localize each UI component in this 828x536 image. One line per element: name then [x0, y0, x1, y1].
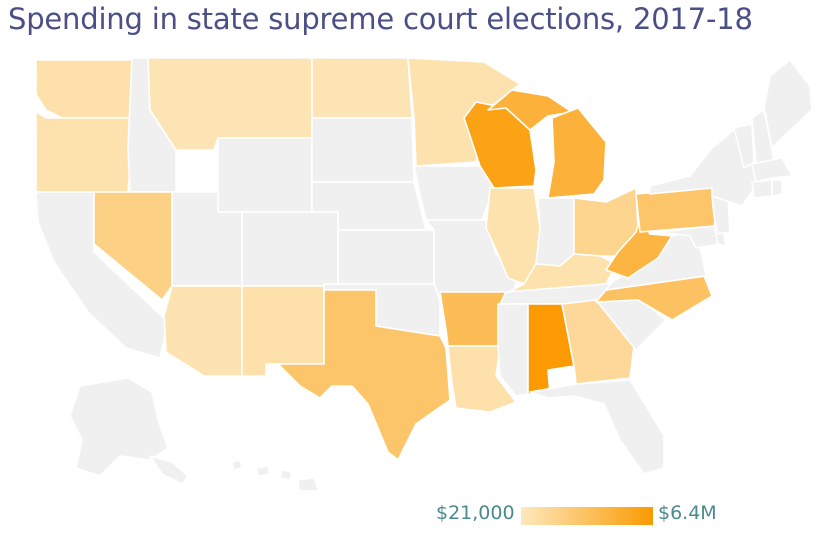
- state-CO: [241, 211, 339, 287]
- state-PA: [635, 187, 719, 233]
- state-WA: [35, 59, 133, 119]
- state-AK-tail: [149, 455, 189, 485]
- state-NM: [241, 285, 325, 377]
- state-VT: [733, 123, 755, 169]
- state-MI: [547, 107, 607, 199]
- state-MA: [751, 157, 793, 183]
- state-MI-upper: [487, 89, 573, 131]
- state-MD: [659, 225, 721, 249]
- state-OR: [35, 111, 133, 193]
- legend-max-label: $6.4M: [658, 502, 717, 524]
- state-MT: [147, 57, 313, 151]
- state-AZ: [163, 285, 243, 377]
- state-ME: [763, 59, 813, 149]
- state-ND: [311, 57, 413, 119]
- state-FL: [529, 379, 665, 475]
- state-CT: [751, 179, 773, 199]
- state-AK: [69, 377, 169, 477]
- state-IA: [413, 165, 495, 221]
- state-SD: [311, 117, 415, 183]
- us-choropleth-map: [35, 57, 813, 490]
- legend-min-label: $21,000: [436, 502, 515, 524]
- state-TX: [277, 289, 451, 461]
- state-MS: [497, 303, 529, 397]
- state-AR: [439, 291, 507, 347]
- legend-color-scale: [521, 507, 653, 525]
- state-NV: [93, 191, 173, 301]
- state-HI: [231, 459, 320, 490]
- state-KS: [337, 229, 435, 285]
- state-RI: [771, 179, 783, 197]
- state-IN: [535, 197, 575, 267]
- state-WI: [463, 101, 537, 189]
- state-WV: [605, 219, 673, 279]
- state-WY: [217, 137, 313, 213]
- map-title: Spending in state supreme court election…: [8, 2, 753, 36]
